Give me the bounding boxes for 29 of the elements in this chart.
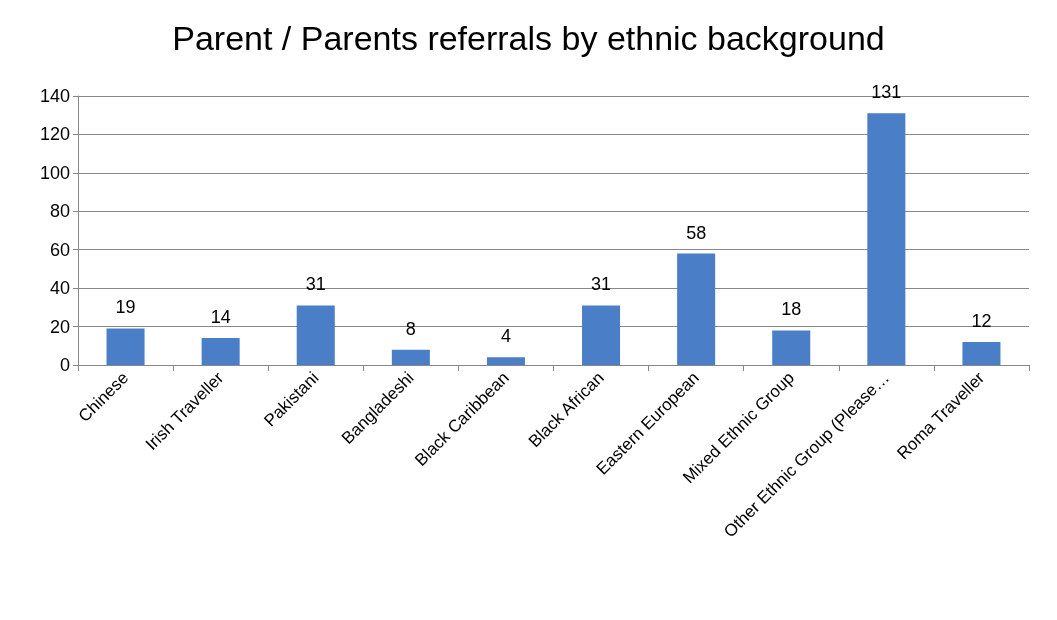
y-tick-label: 60 bbox=[49, 239, 70, 260]
bar bbox=[962, 341, 1001, 365]
bar bbox=[201, 338, 240, 365]
y-tick-label: 140 bbox=[39, 86, 70, 106]
y-tick-label: 100 bbox=[39, 162, 70, 183]
y-tick-label: 80 bbox=[49, 201, 70, 222]
data-label: 8 bbox=[405, 318, 416, 339]
data-label: 18 bbox=[781, 299, 802, 320]
bar bbox=[486, 357, 525, 365]
data-label: 58 bbox=[686, 222, 707, 243]
y-tick-label: 40 bbox=[49, 278, 70, 299]
bar bbox=[772, 330, 811, 365]
bar bbox=[867, 113, 906, 365]
data-label: 31 bbox=[305, 274, 326, 295]
data-label: 31 bbox=[591, 274, 612, 295]
bar bbox=[296, 305, 335, 365]
bar bbox=[391, 349, 430, 365]
bar bbox=[106, 328, 145, 365]
data-label: 12 bbox=[971, 310, 992, 331]
data-label: 4 bbox=[500, 326, 511, 347]
data-label: 19 bbox=[115, 297, 136, 318]
bar bbox=[677, 253, 716, 365]
y-tick-label: 0 bbox=[59, 355, 70, 375]
data-label: 131 bbox=[871, 82, 902, 103]
data-label: 14 bbox=[210, 307, 231, 328]
y-tick-label: 120 bbox=[39, 124, 70, 145]
chart-title: Parent / Parents referrals by ethnic background bbox=[172, 19, 885, 57]
bar bbox=[582, 305, 621, 365]
y-tick-label: 20 bbox=[49, 316, 70, 337]
